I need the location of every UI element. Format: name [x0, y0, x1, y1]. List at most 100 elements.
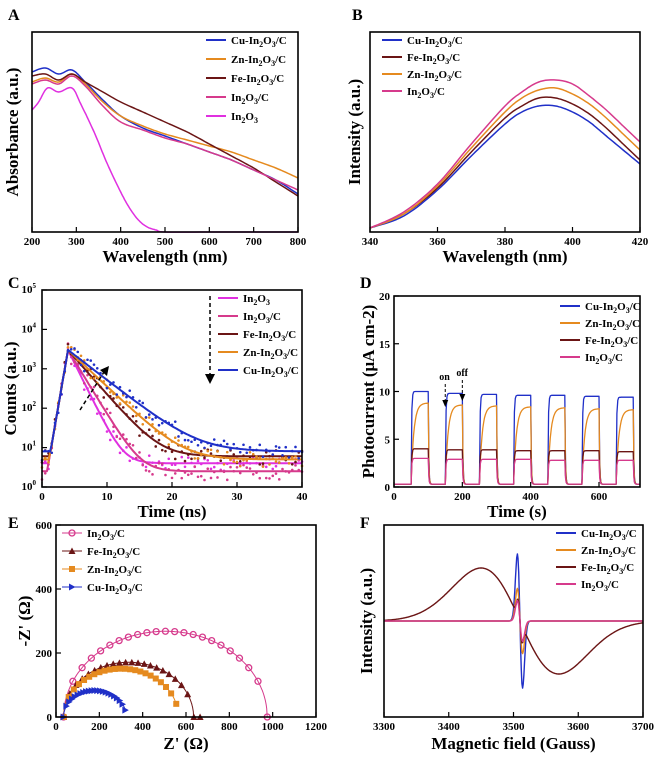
x-tick-label: 400 — [522, 491, 539, 503]
trpl-point-InC — [235, 465, 239, 469]
subscript: 2 — [433, 57, 437, 66]
panel-label-D: D — [360, 275, 372, 292]
legend-label: Fe-In2O3/C — [407, 52, 460, 66]
nyquist-marker-Zn — [81, 676, 88, 683]
y-tick-label: 200 — [36, 648, 53, 660]
trpl-point-Cu — [86, 358, 89, 362]
legend-label: Zn-In2O3/C — [585, 318, 640, 332]
text-run: Fe-In — [243, 329, 269, 341]
trpl-point-InC — [173, 472, 177, 475]
text-run: Cu-In — [231, 35, 259, 47]
subscript: 3 — [608, 357, 612, 366]
trpl-point-Cu — [128, 389, 132, 392]
subscript: 3 — [430, 91, 434, 100]
trpl-point-Zn — [268, 463, 271, 466]
subscript: 2 — [253, 298, 257, 307]
subscript: 3 — [619, 567, 623, 576]
trpl-point-Fe — [203, 456, 206, 460]
trpl-point-Cu — [287, 456, 291, 459]
subscript: 2 — [609, 533, 613, 542]
trpl-point-Cu — [183, 438, 187, 442]
trpl-point-Zn — [209, 448, 213, 452]
text-run: /C — [624, 545, 636, 557]
x-tick-label: 1000 — [262, 721, 285, 733]
trpl-point-InC — [203, 478, 206, 482]
trpl-point-Cu — [50, 451, 54, 455]
text-run: O — [263, 35, 272, 47]
subscript: 3 — [271, 59, 275, 68]
x-tick-label: 200 — [454, 491, 471, 503]
trpl-point-Zn — [66, 346, 70, 349]
trpl-point-Zn — [89, 376, 93, 380]
trpl-point-Zn — [287, 462, 291, 465]
trpl-point-Fe — [173, 457, 177, 461]
on-annotation: on — [439, 372, 450, 383]
nyquist-marker-Fe — [140, 660, 148, 667]
text-run: /C — [622, 562, 634, 574]
trpl-point-In2O3 — [183, 465, 187, 469]
off-annotation: off — [456, 368, 468, 379]
subscript: 2 — [271, 352, 275, 361]
trpl-point-Zn — [147, 416, 151, 419]
trpl-point-Cu — [89, 359, 93, 362]
y-tick-label: 101 — [22, 440, 37, 454]
nyquist-marker-Zn — [75, 681, 82, 688]
trpl-point-Zn — [238, 464, 242, 468]
nyquist-marker-Zn — [173, 700, 180, 707]
y-axis-label: Counts (a.u.) — [1, 342, 20, 436]
legend-label: Fe-In2O3/C — [585, 335, 638, 349]
trpl-point-Zn — [277, 461, 281, 465]
trpl-point-InC — [229, 465, 232, 469]
text-run: O — [437, 52, 446, 64]
text-run: Cu-In — [581, 528, 609, 540]
y-tick-label: 103 — [22, 361, 37, 375]
tick-base: 10 — [22, 402, 34, 414]
nyquist-marker-Zn — [168, 690, 175, 697]
subscript: 2 — [115, 569, 119, 578]
trpl-point-InC — [160, 462, 164, 466]
trpl-point-Zn — [251, 452, 255, 456]
subscript: 3 — [447, 74, 451, 83]
trpl-point-InC — [209, 476, 213, 480]
trpl-point-Cu — [115, 393, 119, 396]
subscript: 3 — [283, 352, 287, 361]
trpl-point-Cu — [238, 450, 242, 454]
trpl-point-Zn — [284, 456, 288, 459]
subscript: 3 — [272, 40, 276, 49]
pl-line-Zn — [369, 87, 641, 229]
trpl-fit-Cu — [42, 349, 303, 453]
legend-label: Zn-In2O3/C — [407, 69, 462, 83]
trpl-point-InC — [82, 381, 86, 385]
trpl-point-InC — [294, 464, 297, 467]
trpl-point-InC — [245, 466, 249, 469]
x-tick-label: 3300 — [373, 721, 396, 733]
x-tick-label: 700 — [245, 236, 262, 248]
trpl-fit-In2O3 — [42, 349, 302, 465]
text-run: In — [581, 579, 591, 591]
nyquist-marker-InC — [143, 629, 151, 637]
trpl-point-Fe — [290, 462, 294, 466]
trpl-point-InC — [268, 477, 271, 480]
text-run: /C — [274, 54, 286, 66]
trpl-point-Fe — [170, 450, 174, 454]
nyquist-marker-Fe — [171, 675, 179, 682]
trpl-point-Fe — [294, 460, 297, 464]
text-run: In — [231, 111, 241, 123]
text-run: /C — [629, 301, 641, 313]
trpl-point-Cu — [118, 385, 122, 389]
subscript: 2 — [417, 91, 421, 100]
trpl-point-Cu — [151, 418, 154, 421]
text-run: O — [257, 293, 266, 305]
x-tick-label: 800 — [290, 236, 307, 248]
y-axis-label: -Z' (Ω) — [15, 596, 34, 647]
trpl-point-In2O3 — [108, 438, 112, 442]
trpl-point-InC — [151, 473, 154, 476]
trpl-point-Fe — [102, 396, 106, 399]
trpl-point-InC — [264, 476, 268, 480]
trpl-point-Cu — [190, 440, 193, 444]
trpl-point-Zn — [222, 462, 226, 466]
trpl-point-InC — [102, 412, 106, 416]
nyquist-marker-Cu — [69, 583, 76, 591]
panel-B-photoluminescence: B 340 360 380 400 420 Wavelength (nm) Intensity… — [345, 7, 649, 266]
trpl-point-InC — [86, 373, 89, 377]
